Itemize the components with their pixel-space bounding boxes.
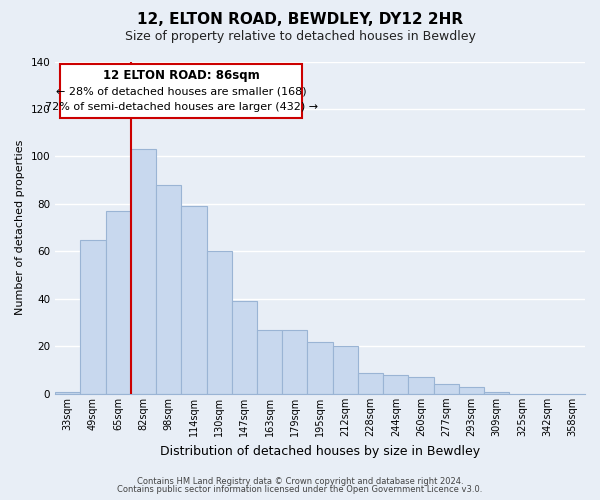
Bar	[131, 150, 156, 394]
Text: 12 ELTON ROAD: 86sqm: 12 ELTON ROAD: 86sqm	[103, 69, 260, 82]
Bar	[332, 346, 358, 394]
Y-axis label: Number of detached properties: Number of detached properties	[15, 140, 25, 316]
Bar	[282, 330, 307, 394]
Text: 12, ELTON ROAD, BEWDLEY, DY12 2HR: 12, ELTON ROAD, BEWDLEY, DY12 2HR	[137, 12, 463, 28]
Bar	[80, 240, 106, 394]
FancyBboxPatch shape	[60, 64, 302, 118]
Text: Contains HM Land Registry data © Crown copyright and database right 2024.: Contains HM Land Registry data © Crown c…	[137, 477, 463, 486]
Bar	[106, 211, 131, 394]
Bar	[257, 330, 282, 394]
Bar	[206, 252, 232, 394]
X-axis label: Distribution of detached houses by size in Bewdley: Distribution of detached houses by size …	[160, 444, 480, 458]
Text: Size of property relative to detached houses in Bewdley: Size of property relative to detached ho…	[125, 30, 475, 43]
Bar	[484, 392, 509, 394]
Bar	[307, 342, 332, 394]
Text: 72% of semi-detached houses are larger (432) →: 72% of semi-detached houses are larger (…	[45, 102, 318, 112]
Bar	[181, 206, 206, 394]
Bar	[55, 392, 80, 394]
Text: ← 28% of detached houses are smaller (168): ← 28% of detached houses are smaller (16…	[56, 86, 307, 96]
Text: Contains public sector information licensed under the Open Government Licence v3: Contains public sector information licen…	[118, 485, 482, 494]
Bar	[409, 378, 434, 394]
Bar	[232, 302, 257, 394]
Bar	[434, 384, 459, 394]
Bar	[383, 375, 409, 394]
Bar	[459, 387, 484, 394]
Bar	[358, 372, 383, 394]
Bar	[156, 185, 181, 394]
